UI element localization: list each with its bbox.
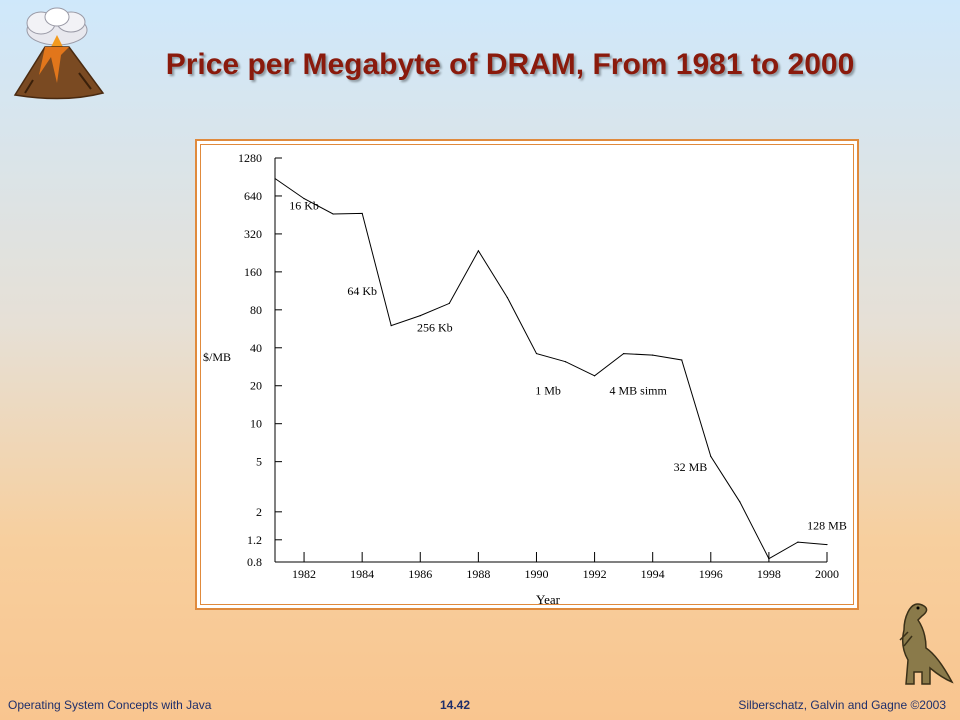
- x-tick-label: 1996: [699, 567, 723, 581]
- x-tick-label: 1992: [583, 567, 607, 581]
- data-point: [768, 558, 770, 560]
- y-tick-label: 2: [256, 505, 262, 519]
- x-tick-label: 1988: [466, 567, 490, 581]
- data-point: [797, 541, 799, 543]
- chart-frame: 1280 640 320 160 80 40 20 10 5 2 1.2 0.8 1982 1984 198…: [195, 139, 859, 610]
- data-point: [739, 501, 741, 503]
- data-point: [448, 302, 450, 304]
- x-tick-label: 2000: [815, 567, 839, 581]
- annotation-label: 4 MB simm: [609, 384, 667, 398]
- data-point: [390, 324, 392, 327]
- data-point: [564, 361, 567, 363]
- y-axis-label: $/MB: [203, 350, 231, 364]
- footer-course: Operating System Concepts with Java: [8, 698, 212, 712]
- data-point: [535, 352, 538, 355]
- y-tick-label: 40: [250, 341, 262, 355]
- annotation-label: 1 Mb: [535, 384, 561, 398]
- x-tick-label: 1998: [757, 567, 781, 581]
- data-point: [303, 197, 305, 200]
- data-point: [652, 354, 654, 356]
- data-point: [623, 352, 625, 355]
- volcano-icon: [13, 7, 105, 100]
- y-tick-label: 320: [244, 227, 262, 241]
- data-point: [826, 543, 828, 546]
- series-line: [274, 178, 828, 560]
- data-point: [593, 375, 596, 377]
- y-tick-label: 20: [250, 379, 262, 393]
- dram-price-chart: 1280 640 320 160 80 40 20 10 5 2 1.2 0.8 1982 1984 198…: [203, 151, 847, 607]
- annotation-label: 16 Kb: [289, 198, 319, 212]
- annotation-label: 64 Kb: [347, 284, 377, 298]
- y-tick-label: 640: [244, 189, 262, 203]
- x-tick-label: 1984: [350, 567, 374, 581]
- annotation-label: 256 Kb: [417, 320, 453, 334]
- data-point: [419, 314, 421, 317]
- annotation-label: 128 MB: [807, 518, 847, 532]
- y-tick-label: 80: [250, 303, 262, 317]
- data-point: [506, 297, 509, 299]
- y-tick-label: 10: [250, 417, 262, 431]
- slide-title: Price per Megabyte of DRAM, From 1981 to…: [165, 48, 855, 81]
- data-point: [274, 177, 276, 180]
- chart-inner-border: [200, 144, 854, 605]
- data-point: [477, 250, 479, 252]
- footer-copyright: Silberschatz, Galvin and Gagne ©2003: [738, 698, 946, 712]
- x-tick-label: 1994: [641, 567, 665, 581]
- x-tick-label: 1982: [292, 567, 316, 581]
- x-axis-label: Year: [536, 592, 561, 607]
- footer-slide-number: 14.42: [440, 698, 471, 712]
- x-tick-label: 1986: [408, 567, 432, 581]
- y-tick-label: 0.8: [247, 555, 262, 569]
- y-tick-label: 5: [256, 455, 262, 469]
- data-point: [681, 359, 683, 361]
- annotation-label: 32 MB: [674, 460, 708, 474]
- data-point: [710, 455, 712, 458]
- y-tick-label: 1280: [238, 151, 262, 165]
- x-tick-label: 1990: [524, 567, 548, 581]
- data-point: [332, 213, 334, 215]
- y-tick-label: 160: [244, 265, 262, 279]
- dinosaur-icon: [899, 603, 954, 685]
- y-tick-label: 1.2: [247, 533, 262, 547]
- data-point: [361, 212, 363, 215]
